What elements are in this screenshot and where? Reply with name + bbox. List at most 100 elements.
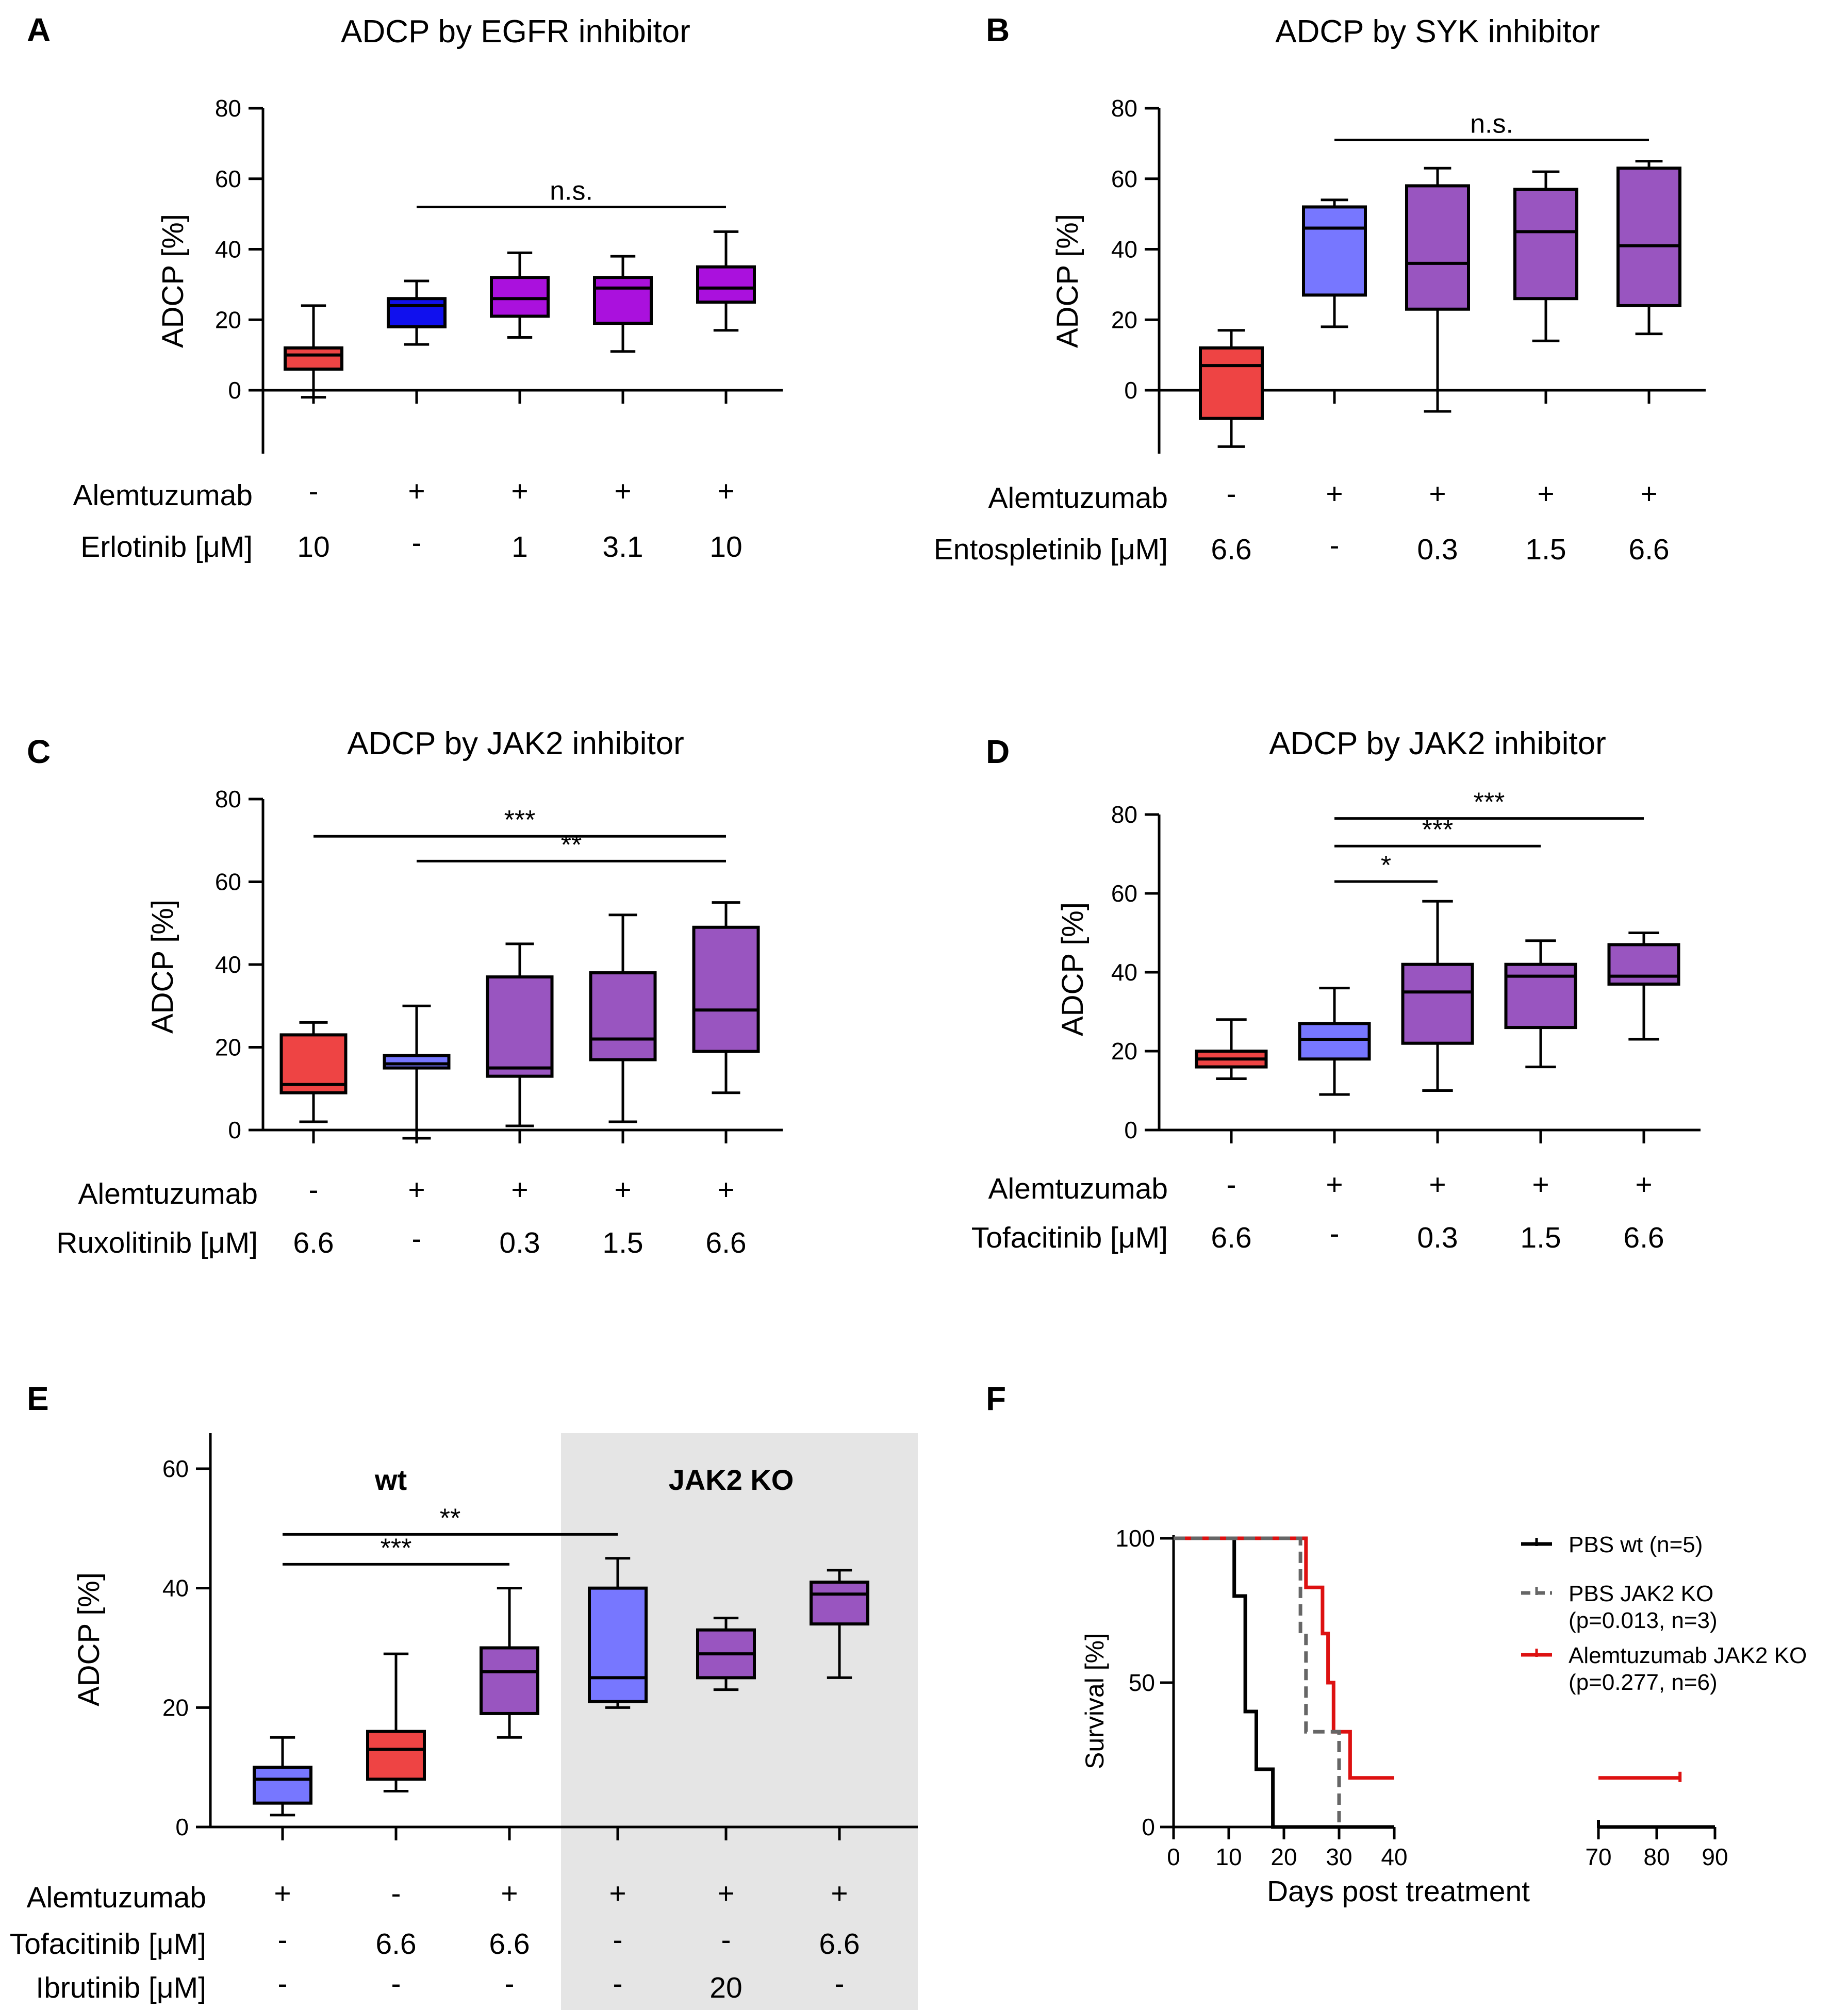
box-D-2 xyxy=(1401,962,1474,1045)
row-label-B-0: Alemtuzumab xyxy=(988,481,1168,514)
row-value-C-1-2: 0.3 xyxy=(499,1226,540,1259)
row-value-B-0-2: + xyxy=(1429,477,1446,510)
significance-label-E-0: ** xyxy=(440,1503,460,1533)
row-value-A-1-4: 10 xyxy=(710,530,742,563)
box-C-1 xyxy=(383,1054,451,1070)
box-E-1 xyxy=(366,1730,426,1781)
x-tick-label-F-left-1: 10 xyxy=(1215,1843,1242,1870)
y-axis-title-D: ADCP [%] xyxy=(1056,902,1090,1036)
x-tick-label-F-right-2: 90 xyxy=(1702,1843,1728,1870)
row-value-B-1-3: 1.5 xyxy=(1525,533,1566,566)
significance-label-A-0: n.s. xyxy=(550,176,593,206)
x-tick-label-F-left-2: 20 xyxy=(1270,1843,1297,1870)
box-B-2 xyxy=(1405,184,1470,311)
box-D-1 xyxy=(1298,1022,1371,1061)
row-label-A-0: Alemtuzumab xyxy=(73,479,253,512)
row-value-A-0-3: + xyxy=(614,475,631,508)
y-axis-title-B: ADCP [%] xyxy=(1051,214,1084,348)
y-tick-label-B-0: 0 xyxy=(1124,377,1137,404)
y-axis-title-E: ADCP [%] xyxy=(72,1572,106,1706)
panel-letter-B: B xyxy=(986,11,1010,48)
row-value-D-0-4: + xyxy=(1635,1168,1652,1201)
y-tick-label-A-2: 40 xyxy=(215,236,241,263)
row-value-D-1-3: 1.5 xyxy=(1520,1221,1561,1254)
row-value-A-0-4: + xyxy=(717,475,734,508)
row-value-A-1-0: 10 xyxy=(297,530,329,563)
box-E-3 xyxy=(588,1586,648,1703)
y-tick-label-E-3: 60 xyxy=(162,1455,189,1482)
row-value-E-1-1: 6.6 xyxy=(375,1928,416,1961)
x-tick-label-F-right-1: 80 xyxy=(1643,1843,1670,1870)
row-value-E-0-0: + xyxy=(274,1877,291,1910)
row-label-D-1: Tofacitinib [μM] xyxy=(971,1221,1168,1254)
row-label-C-0: Alemtuzumab xyxy=(78,1177,258,1210)
y-tick-label-D-0: 0 xyxy=(1124,1117,1137,1143)
box-C-3 xyxy=(589,971,657,1061)
group-label-wt: wt xyxy=(374,1464,407,1496)
y-tick-label-E-2: 40 xyxy=(162,1575,189,1602)
y-tick-label-B-2: 40 xyxy=(1111,236,1137,263)
panel-letter-E: E xyxy=(27,1380,49,1417)
box-A-0 xyxy=(284,346,343,371)
y-tick-label-D-1: 20 xyxy=(1111,1038,1137,1065)
row-value-D-0-0: - xyxy=(1227,1168,1236,1201)
x-axis-title-F: Days post treatment xyxy=(1267,1875,1530,1908)
row-label-E-1: Tofacitinib [μM] xyxy=(10,1928,206,1961)
row-label-D-0: Alemtuzumab xyxy=(988,1172,1168,1205)
box-C-2 xyxy=(486,975,554,1078)
y-tick-label-F-2: 100 xyxy=(1115,1525,1155,1552)
y-axis-title-C: ADCP [%] xyxy=(146,900,179,1034)
panel-title-C: ADCP by JAK2 inhibitor xyxy=(347,726,684,761)
row-value-C-1-3: 1.5 xyxy=(602,1226,643,1259)
box-E-2 xyxy=(480,1646,539,1715)
legend-label-2: Alemtuzumab JAK2 KO xyxy=(1569,1643,1807,1668)
y-tick-label-C-4: 80 xyxy=(215,786,241,812)
row-value-E-2-1: - xyxy=(391,1967,401,2000)
row-value-E-1-0: - xyxy=(278,1923,288,1956)
row-value-A-1-2: 1 xyxy=(512,530,528,563)
row-value-A-1-1: - xyxy=(412,526,422,559)
row-value-E-0-5: + xyxy=(831,1877,848,1910)
row-value-C-1-4: 6.6 xyxy=(705,1226,746,1259)
box-E-0 xyxy=(253,1766,312,1805)
box-B-3 xyxy=(1513,188,1578,301)
jak2-ko-background xyxy=(561,1433,918,2010)
legend-sublabel-2: (p=0.277, n=6) xyxy=(1569,1670,1718,1695)
survival-curve-1-left xyxy=(1174,1536,1341,1827)
y-tick-label-B-3: 60 xyxy=(1111,165,1137,192)
row-value-E-0-2: + xyxy=(501,1877,518,1910)
legend-sublabel-1: (p=0.013, n=3) xyxy=(1569,1608,1718,1633)
box-B-1 xyxy=(1302,205,1367,297)
y-tick-label-C-0: 0 xyxy=(228,1117,241,1143)
row-value-E-1-3: - xyxy=(613,1923,623,1956)
significance-label-C-1: ** xyxy=(561,830,582,860)
box-A-4 xyxy=(696,265,756,304)
row-value-B-0-4: + xyxy=(1640,477,1657,510)
row-value-C-0-1: + xyxy=(408,1173,425,1206)
group-label-jak2-ko: JAK2 KO xyxy=(669,1464,794,1496)
survival-curve-0-left xyxy=(1174,1536,1394,1829)
row-value-E-1-4: - xyxy=(721,1923,731,1956)
y-tick-label-F-0: 0 xyxy=(1142,1814,1155,1840)
y-tick-label-B-1: 20 xyxy=(1111,306,1137,333)
panel-letter-C: C xyxy=(27,733,51,770)
panel-title-B: ADCP by SYK inhibitor xyxy=(1275,14,1599,49)
x-tick-label-F-left-4: 40 xyxy=(1381,1843,1407,1870)
row-label-E-2: Ibrutinib [μM] xyxy=(36,1971,206,2004)
legend-label-1: PBS JAK2 KO xyxy=(1569,1581,1713,1606)
y-axis-title-F: Survival [%] xyxy=(1080,1633,1109,1769)
x-tick-label-F-left-0: 0 xyxy=(1167,1843,1180,1870)
row-value-D-1-0: 6.6 xyxy=(1211,1221,1251,1254)
panel-letter-A: A xyxy=(27,11,51,48)
significance-label-D-0: *** xyxy=(1474,788,1505,818)
y-tick-label-C-3: 60 xyxy=(215,869,241,895)
row-value-A-1-3: 3.1 xyxy=(602,530,643,563)
box-C-4 xyxy=(692,925,760,1053)
row-value-D-1-2: 0.3 xyxy=(1417,1221,1458,1254)
significance-label-E-1: *** xyxy=(381,1533,412,1563)
row-value-D-0-3: + xyxy=(1532,1168,1549,1201)
row-value-C-0-2: + xyxy=(511,1173,528,1206)
survival-curve-2-left xyxy=(1174,1536,1394,1780)
box-D-4 xyxy=(1607,943,1680,986)
